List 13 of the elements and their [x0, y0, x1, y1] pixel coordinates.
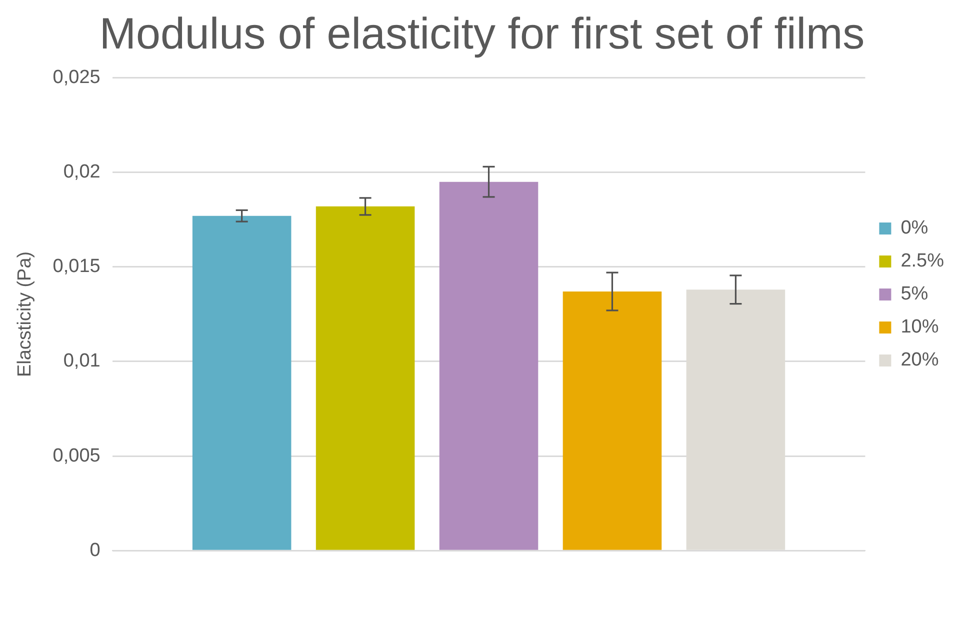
legend-label: 10% [900, 316, 939, 338]
legend-label: 0% [900, 218, 928, 239]
y-tick-label: 0,02 [63, 162, 100, 183]
legend-label: 2.5% [900, 250, 944, 272]
chart-title: Modulus of elasticity for first set of films [99, 10, 865, 59]
y-axis-title: Elacsticity (Pa) [14, 251, 36, 378]
y-tick-label: 0,025 [52, 67, 100, 88]
legend-label: 20% [900, 350, 939, 371]
y-tick-label: 0,015 [52, 256, 100, 278]
y-tick-label: 0,01 [63, 350, 100, 372]
legend-label: 5% [900, 284, 928, 305]
y-tick-label: 0 [90, 540, 100, 561]
y-tick-label: 0,005 [52, 445, 100, 466]
